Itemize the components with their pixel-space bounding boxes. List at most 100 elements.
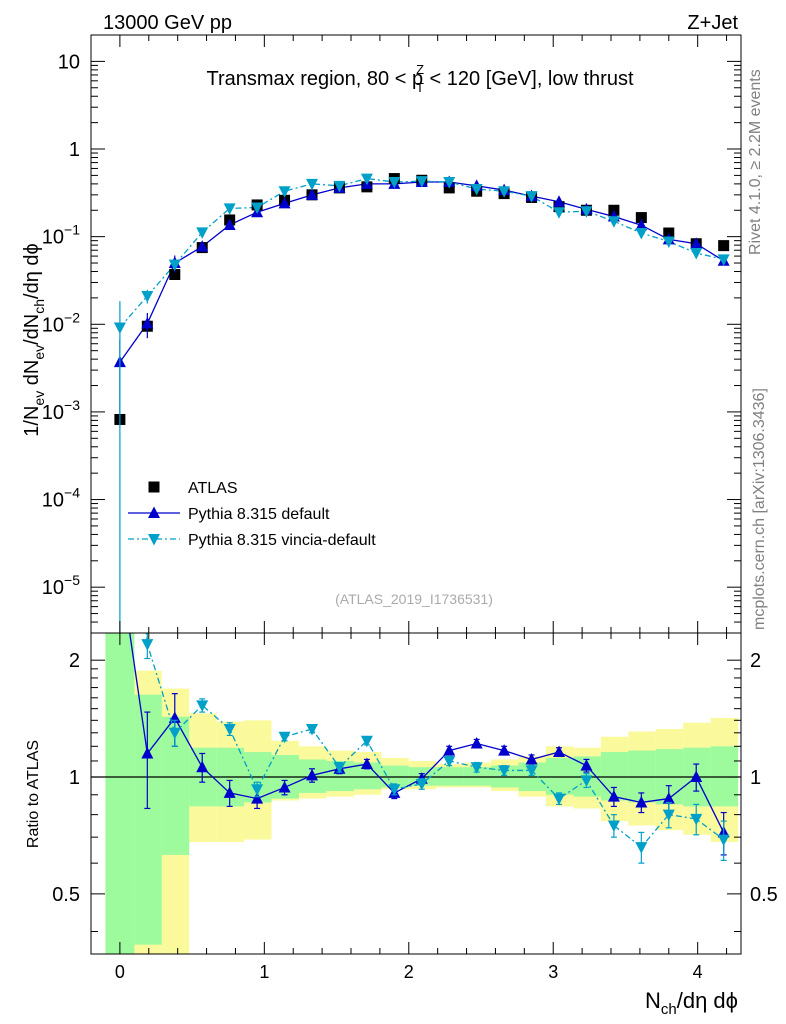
- title-sup: Z: [416, 62, 424, 77]
- ylabel-p1: 1/N: [21, 406, 43, 437]
- ratio-point: [580, 759, 593, 771]
- ratio-point: [251, 792, 264, 804]
- data-point: [635, 218, 648, 231]
- data-point: [415, 176, 428, 188]
- data-point: [718, 240, 730, 252]
- data-point: [306, 188, 318, 200]
- y-tick-exponent: −5: [64, 572, 80, 588]
- ratio-point: [223, 723, 236, 736]
- ratio-point: [141, 639, 154, 651]
- ratio-point: [443, 755, 456, 768]
- band-stat-bin: [105, 633, 135, 954]
- ratio-point: [306, 723, 318, 736]
- ratio-point: [662, 809, 675, 822]
- y-tick-label: 10−3: [42, 397, 80, 424]
- ratio-point: [196, 700, 209, 712]
- ratio-point: [553, 745, 565, 758]
- y-tick-exponent: −4: [64, 485, 80, 501]
- data-point: [498, 186, 511, 198]
- x-tick-label: 3: [548, 962, 558, 982]
- xlabel-b: /dη dϕ: [677, 988, 738, 1013]
- data-point: [553, 195, 565, 207]
- band-stat-bin: [161, 716, 190, 855]
- ratio-point: [306, 768, 318, 781]
- y-tick-base: 10: [58, 51, 80, 73]
- ratio-point: [470, 762, 483, 774]
- y-tick-base: 10: [42, 227, 64, 249]
- ratio-point: [635, 795, 648, 808]
- data-point: [169, 268, 181, 280]
- mcplots-credit: mcplots.cern.ch [arXiv:1306.3436]: [751, 388, 768, 630]
- data-point: [443, 177, 456, 189]
- ratio-frame: [90, 632, 742, 955]
- data-point: [333, 180, 346, 193]
- legend: ATLAS Pythia 8.315 default Pythia 8.315 vi…: [128, 480, 376, 549]
- data-point: [717, 254, 730, 266]
- ratio-point: [525, 752, 538, 765]
- data-point: [690, 237, 703, 249]
- ratio-point: [443, 744, 456, 756]
- ylabel-p3: /dN: [21, 314, 43, 345]
- title-part-b: < 120 [GeV], low thrust: [424, 68, 634, 90]
- ratio-point: [690, 813, 703, 826]
- y-tick-label: 10−5: [42, 572, 80, 599]
- legend-marker: [148, 506, 160, 518]
- y-tick-exponent: −3: [64, 397, 80, 413]
- ratio-tick-label: 2: [750, 650, 761, 672]
- data-point: [196, 240, 209, 252]
- x-axis-label: Nch/dη dϕ: [645, 988, 738, 1018]
- series-line-2: [119, 177, 724, 328]
- y-tick-base: 1: [69, 139, 80, 161]
- ratio-point: [415, 778, 428, 791]
- x-tick-label: 4: [693, 962, 703, 982]
- ratio-point: [223, 786, 236, 798]
- y-tick-exponent: −2: [64, 309, 80, 325]
- data-point: [278, 196, 291, 209]
- ratio-point: [525, 765, 538, 777]
- ratio-point: [168, 727, 181, 740]
- ratio-point: [635, 842, 648, 854]
- data-point: [223, 218, 236, 230]
- ratio-tick-label: 1: [750, 767, 761, 789]
- data-point: [553, 207, 565, 219]
- ratio-point: [196, 760, 209, 773]
- ratio-point: [553, 793, 565, 806]
- ratio-tick-label: 2: [69, 650, 80, 672]
- data-point: [525, 191, 538, 203]
- data-point: [470, 183, 483, 196]
- ratio-y-axis-label: Ratio to ATLAS: [25, 740, 42, 848]
- ratio-point: [360, 757, 373, 770]
- band-stat-bin: [546, 757, 574, 795]
- ratio-point: [278, 780, 291, 793]
- header-right: Z+Jet: [687, 12, 738, 34]
- y-tick-label: 10−4: [42, 485, 80, 512]
- main-series: [113, 173, 730, 633]
- ylabel-p2: dN: [21, 360, 43, 391]
- ylabel-s2: ev: [31, 345, 47, 360]
- ratio-point: [470, 737, 483, 749]
- data-point: [690, 248, 703, 260]
- x-tick-label: 0: [115, 962, 125, 982]
- data-point: [141, 291, 154, 303]
- legend-label: ATLAS: [188, 480, 238, 497]
- ratio-point: [141, 746, 154, 759]
- chart-title: Transmax region, 80 < pZ T < 120 [GeV], l…: [206, 62, 633, 95]
- ratio-point: [717, 834, 730, 847]
- ratio-point: [251, 784, 264, 796]
- legend-marker: [148, 534, 160, 546]
- data-point: [223, 203, 236, 215]
- data-point: [251, 202, 264, 215]
- data-point: [141, 317, 154, 329]
- ratio-point: [607, 790, 620, 802]
- ratio-series-group: [129, 633, 730, 864]
- rivet-version: Rivet 4.1.0, ≥ 2.2M events: [747, 69, 764, 255]
- ratio-bands: [91, 633, 741, 954]
- title-sub: T: [416, 80, 424, 95]
- y-tick-base: 10: [42, 490, 64, 512]
- legend-label: Pythia 8.315 default: [188, 506, 330, 523]
- header-left: 13000 GeV pp: [103, 12, 232, 34]
- y-tick-base: 10: [42, 314, 64, 336]
- ratio-tick-label: 0.5: [750, 884, 778, 906]
